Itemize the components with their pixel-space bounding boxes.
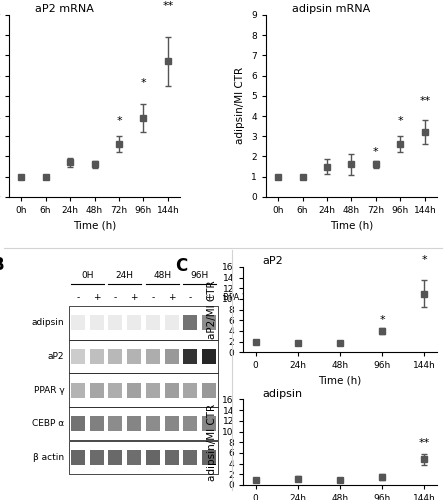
Text: -: - xyxy=(76,293,80,302)
Text: *: * xyxy=(380,315,385,325)
FancyBboxPatch shape xyxy=(69,407,218,440)
FancyBboxPatch shape xyxy=(183,349,197,364)
FancyBboxPatch shape xyxy=(202,450,216,465)
FancyBboxPatch shape xyxy=(202,316,216,330)
FancyBboxPatch shape xyxy=(146,450,160,465)
Text: aP2 mRNA: aP2 mRNA xyxy=(35,4,94,14)
X-axis label: Time (h): Time (h) xyxy=(330,220,373,230)
FancyBboxPatch shape xyxy=(146,382,160,398)
Text: +: + xyxy=(168,293,175,302)
FancyBboxPatch shape xyxy=(90,382,104,398)
Text: *: * xyxy=(373,148,379,158)
FancyBboxPatch shape xyxy=(71,450,85,465)
FancyBboxPatch shape xyxy=(127,382,141,398)
FancyBboxPatch shape xyxy=(69,340,218,373)
FancyBboxPatch shape xyxy=(90,450,104,465)
FancyBboxPatch shape xyxy=(90,416,104,432)
FancyBboxPatch shape xyxy=(202,349,216,364)
FancyBboxPatch shape xyxy=(108,316,123,330)
Text: 48H: 48H xyxy=(153,271,171,280)
FancyBboxPatch shape xyxy=(165,349,178,364)
Text: +: + xyxy=(130,293,138,302)
Text: 96H: 96H xyxy=(190,271,209,280)
Text: 24H: 24H xyxy=(116,271,134,280)
FancyBboxPatch shape xyxy=(108,450,123,465)
Text: -: - xyxy=(189,293,192,302)
FancyBboxPatch shape xyxy=(108,349,123,364)
Text: +: + xyxy=(205,293,213,302)
Text: **: ** xyxy=(162,1,173,11)
FancyBboxPatch shape xyxy=(183,416,197,432)
Text: BPA 25μM: BPA 25μM xyxy=(223,293,264,302)
FancyBboxPatch shape xyxy=(202,416,216,432)
FancyBboxPatch shape xyxy=(165,450,178,465)
FancyBboxPatch shape xyxy=(183,382,197,398)
FancyBboxPatch shape xyxy=(127,316,141,330)
Text: adipsin: adipsin xyxy=(32,318,65,328)
Text: *: * xyxy=(116,116,122,126)
FancyBboxPatch shape xyxy=(108,382,123,398)
FancyBboxPatch shape xyxy=(108,416,123,432)
FancyBboxPatch shape xyxy=(165,416,178,432)
FancyBboxPatch shape xyxy=(69,440,218,474)
X-axis label: Time (h): Time (h) xyxy=(318,376,362,386)
FancyBboxPatch shape xyxy=(165,316,178,330)
Text: +: + xyxy=(93,293,100,302)
FancyBboxPatch shape xyxy=(146,416,160,432)
FancyBboxPatch shape xyxy=(69,306,218,340)
FancyBboxPatch shape xyxy=(71,382,85,398)
Text: PPAR γ: PPAR γ xyxy=(34,386,65,394)
Text: **: ** xyxy=(419,96,430,106)
FancyBboxPatch shape xyxy=(90,316,104,330)
FancyBboxPatch shape xyxy=(146,316,160,330)
Text: *: * xyxy=(421,255,427,265)
FancyBboxPatch shape xyxy=(71,316,85,330)
Text: aP2: aP2 xyxy=(262,256,283,266)
FancyBboxPatch shape xyxy=(202,382,216,398)
FancyBboxPatch shape xyxy=(90,349,104,364)
Y-axis label: aP2/MI CTR: aP2/MI CTR xyxy=(207,280,217,339)
Text: -: - xyxy=(151,293,154,302)
Text: adipsin: adipsin xyxy=(262,388,302,398)
Y-axis label: adipsin/MI CTR: adipsin/MI CTR xyxy=(207,404,217,481)
Y-axis label: adipsin/MI CTR: adipsin/MI CTR xyxy=(235,68,245,144)
FancyBboxPatch shape xyxy=(165,382,178,398)
FancyBboxPatch shape xyxy=(127,416,141,432)
Text: CEBP α: CEBP α xyxy=(32,419,65,428)
FancyBboxPatch shape xyxy=(127,450,141,465)
Text: -: - xyxy=(114,293,117,302)
Text: 0H: 0H xyxy=(81,271,94,280)
FancyBboxPatch shape xyxy=(127,349,141,364)
Text: *: * xyxy=(397,116,403,126)
Text: B: B xyxy=(0,256,4,274)
FancyBboxPatch shape xyxy=(146,349,160,364)
FancyBboxPatch shape xyxy=(183,316,197,330)
Text: C: C xyxy=(175,256,187,274)
Text: **: ** xyxy=(419,438,430,448)
Text: adipsin mRNA: adipsin mRNA xyxy=(292,4,370,14)
FancyBboxPatch shape xyxy=(71,349,85,364)
FancyBboxPatch shape xyxy=(71,416,85,432)
FancyBboxPatch shape xyxy=(69,374,218,406)
FancyBboxPatch shape xyxy=(183,450,197,465)
Text: *: * xyxy=(140,78,146,88)
Text: aP2: aP2 xyxy=(48,352,65,361)
X-axis label: Time (h): Time (h) xyxy=(73,220,116,230)
Text: β actin: β actin xyxy=(33,453,65,462)
